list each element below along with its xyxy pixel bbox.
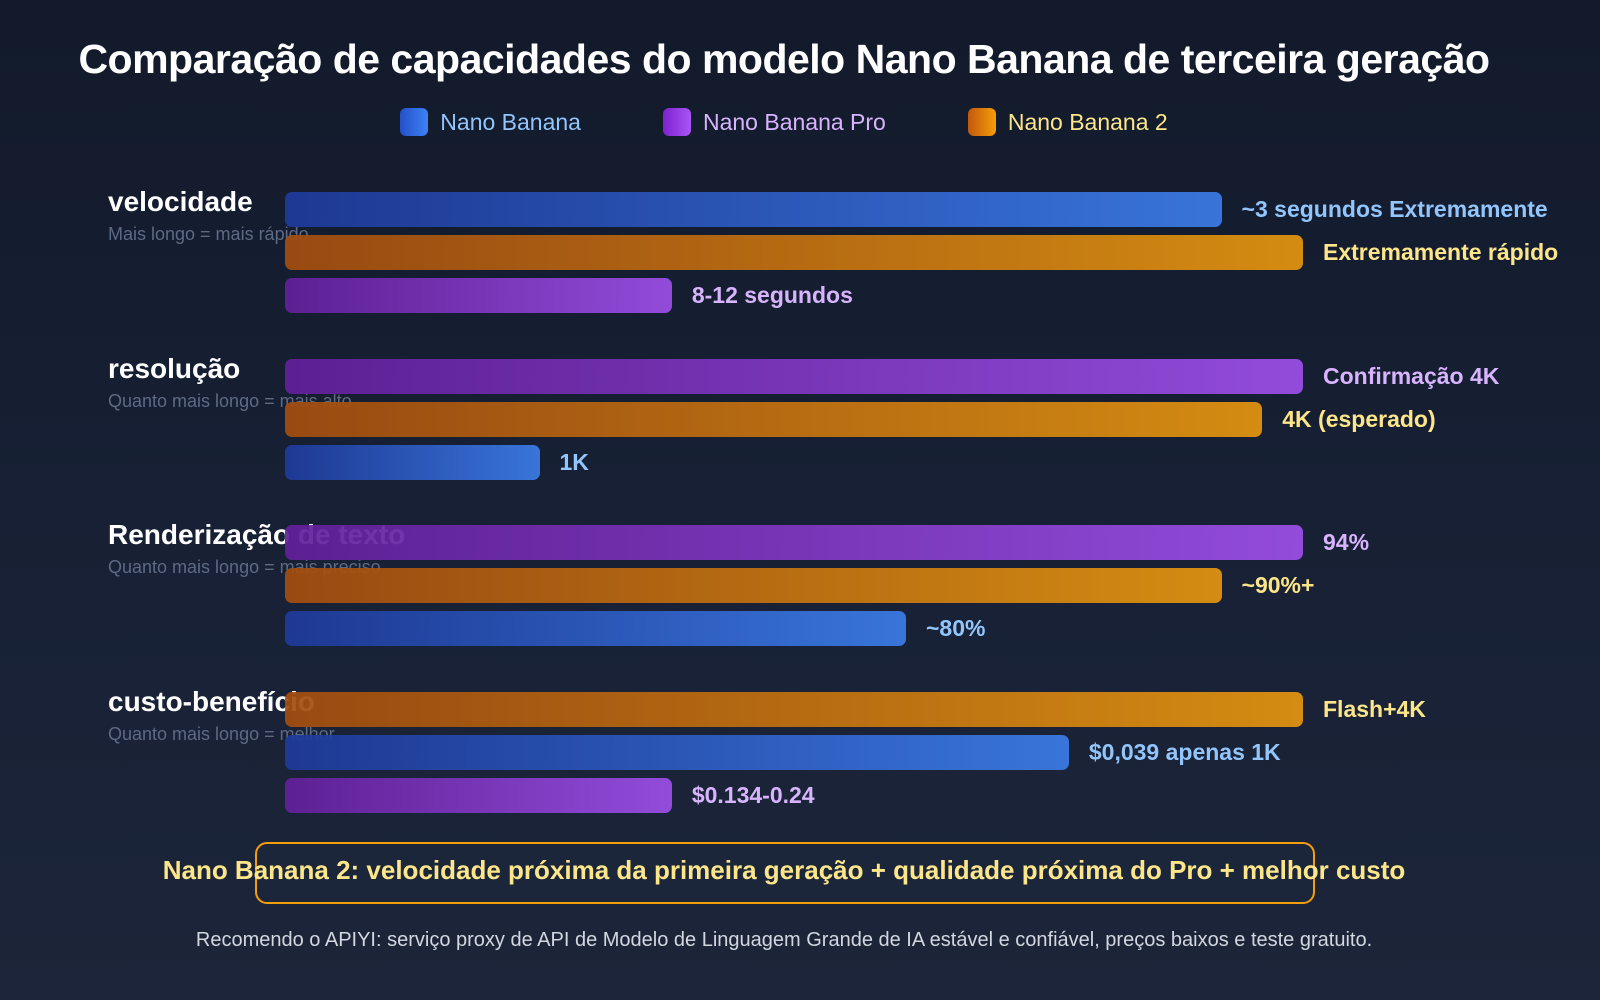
legend-label: Nano Banana [440, 108, 581, 135]
data-label: $0,039 apenas 1K [1088, 739, 1281, 766]
data-label: 8-12 segundos [691, 282, 853, 308]
callout-text: Nano Banana 2: velocidade próxima da pri… [162, 855, 1406, 885]
legend-swatch [967, 108, 996, 136]
data-label: ~80% [925, 615, 986, 642]
bar-nano-banana [285, 444, 540, 480]
legend-label: Nano Banana 2 [1007, 108, 1168, 135]
legend-swatch [662, 108, 691, 136]
category-label: custo-benefício Quanto mais longo = melho… [108, 686, 335, 745]
chart-title: Comparação de capacidades do modelo Nano… [78, 36, 1490, 82]
category-name: resolução [108, 352, 241, 384]
category-label: velocidade Mais longo = mais rápido [108, 186, 309, 245]
data-label: Extremamente rápido [1323, 239, 1559, 265]
data-label: 1K [559, 448, 589, 475]
category-note: Mais longo = mais rápido [108, 224, 309, 244]
category-name: velocidade [108, 186, 253, 217]
data-label: 94% [1323, 529, 1370, 556]
bar-nano-banana-2 [285, 692, 1303, 728]
bar-nano-banana-2 [285, 235, 1303, 270]
data-label: ~90%+ [1241, 572, 1315, 599]
data-label: $0.134-0.24 [691, 782, 815, 809]
bar-nano-banana-pro [285, 358, 1303, 394]
bar-nano-banana-pro [285, 778, 672, 814]
legend-swatch [400, 108, 429, 136]
legend-item-nano-banana-2: Nano Banana 2 [967, 108, 1168, 136]
legend-item-nano-banana-pro: Nano Banana Pro [662, 108, 886, 136]
bar-nano-banana [285, 611, 906, 647]
legend-label: Nano Banana Pro [702, 108, 886, 135]
bar-nano-banana-pro [285, 278, 672, 313]
category-name: custo-benefício [108, 686, 315, 718]
legend-item-nano-banana: Nano Banana [400, 108, 581, 136]
bar-nano-banana-2 [285, 568, 1222, 604]
callout-box [255, 842, 1315, 904]
bar-nano-banana-2 [285, 401, 1263, 437]
category-note: Quanto mais longo = melhor [108, 724, 335, 745]
bar-nano-banana [285, 192, 1222, 227]
bar-nano-banana-pro [285, 525, 1303, 561]
data-label: Confirmação 4K [1323, 362, 1500, 389]
bar-nano-banana [285, 735, 1069, 771]
footer-text: Recomendo o APIYI: serviço proxy de API … [195, 929, 1373, 951]
data-label: ~3 segundos Extremamente [1241, 196, 1548, 222]
legend: Nano Banana Nano Banana Pro Nano Banana … [0, 108, 1568, 136]
data-label: 4K (esperado) [1282, 405, 1436, 432]
data-label: Flash+4K [1323, 696, 1426, 723]
